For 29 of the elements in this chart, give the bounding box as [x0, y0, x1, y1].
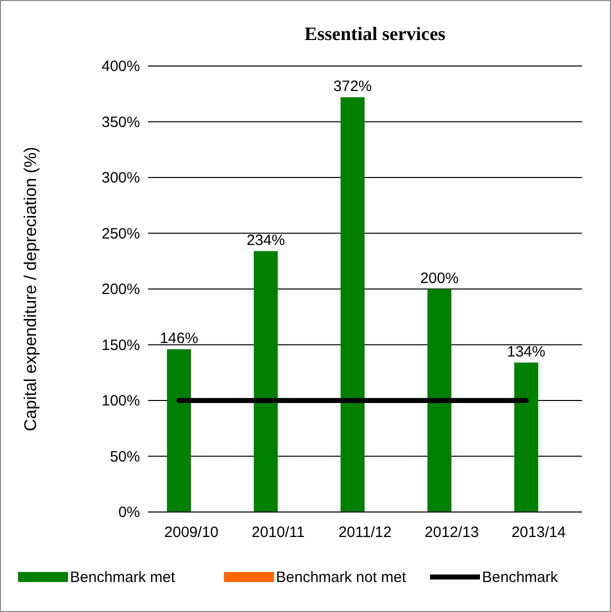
- data-label: 200%: [420, 270, 459, 287]
- y-axis-title: Capital expenditure / depreciation (%): [21, 146, 40, 432]
- x-tick-label: 2010/11: [252, 524, 305, 541]
- x-tick-label: 2013/14: [511, 524, 566, 541]
- y-tick-label: 150%: [102, 336, 140, 354]
- y-tick-label: 200%: [102, 281, 140, 298]
- legend-label: Benchmark not met: [276, 569, 407, 586]
- bar: [167, 349, 191, 512]
- y-tick-label: 300%: [102, 170, 140, 186]
- legend-label: Benchmark met: [70, 569, 176, 586]
- y-tick-label: 100%: [102, 392, 140, 410]
- legend-label: Benchmark: [482, 569, 558, 586]
- x-tick-label: 2011/12: [338, 524, 392, 541]
- data-label: 372%: [333, 78, 372, 96]
- y-tick-label: 350%: [102, 114, 140, 131]
- bar: [254, 251, 278, 512]
- data-label: 146%: [160, 330, 198, 348]
- bar: [514, 362, 538, 512]
- y-tick-label: 250%: [102, 225, 140, 242]
- bar: [340, 97, 365, 512]
- chart-title: Essential services: [304, 24, 446, 45]
- data-label: 234%: [246, 232, 285, 250]
- y-tick-label: 0%: [118, 504, 140, 521]
- bar: [427, 289, 452, 512]
- data-label: 134%: [507, 344, 546, 361]
- x-tick-label: 2012/13: [424, 524, 479, 541]
- x-tick-label: 2009/10: [164, 524, 219, 541]
- y-tick-label: 400%: [102, 58, 140, 75]
- y-tick-label: 50%: [110, 448, 140, 466]
